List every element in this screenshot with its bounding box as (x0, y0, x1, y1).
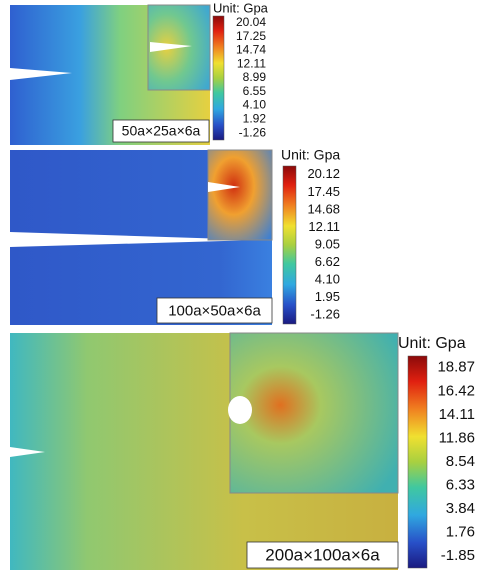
colorbar (283, 166, 296, 324)
colorbar (408, 356, 427, 568)
colorbar-tick: 6.55 (243, 84, 267, 98)
colorbar-tick: 17.45 (307, 184, 340, 199)
colorbar-tick: 14.68 (307, 201, 340, 216)
colorbar-tick: 17.25 (236, 29, 266, 43)
colorbar-tick: 18.87 (437, 359, 475, 376)
unit-label: Unit: Gpa (398, 335, 466, 352)
size-label: 50a×25a×6a (122, 123, 201, 139)
colorbar-tick: 6.33 (446, 477, 475, 494)
size-label: 100a×50a×6a (168, 302, 261, 319)
inset (208, 150, 272, 240)
colorbar-tick: 14.11 (439, 406, 475, 423)
colorbar-tick: 1.95 (315, 289, 340, 304)
colorbar-tick: 16.42 (437, 382, 475, 399)
unit-label: Unit: Gpa (281, 147, 340, 163)
colorbar-tick: 3.84 (446, 500, 475, 517)
size-label: 200a×100a×6a (265, 545, 380, 564)
void (228, 396, 252, 424)
colorbar-tick: 1.92 (243, 112, 267, 126)
colorbar-tick: 11.86 (439, 429, 475, 446)
colorbar-tick: 12.11 (237, 56, 266, 70)
colorbar-tick: 6.62 (315, 254, 340, 269)
colorbar-tick: 1.76 (446, 524, 475, 541)
colorbar-tick: 8.99 (243, 70, 267, 84)
colorbar-tick: -1.26 (310, 307, 340, 322)
colorbar-tick: 8.54 (446, 453, 475, 470)
colorbar-tick: 14.74 (236, 43, 266, 57)
colorbar-tick: 20.12 (307, 166, 340, 181)
colorbar-tick: 12.11 (308, 219, 340, 234)
unit-label: Unit: Gpa (213, 0, 269, 15)
colorbar-tick: 20.04 (236, 15, 266, 29)
colorbar-tick: 4.10 (243, 98, 267, 112)
colorbar (213, 16, 224, 140)
colorbar-tick: 4.10 (315, 272, 340, 287)
colorbar-tick: -1.26 (239, 125, 267, 139)
figure: Unit: Gpa20.0417.2514.7412.118.996.554.1… (0, 0, 488, 573)
colorbar-tick: 9.05 (315, 236, 340, 251)
inset (230, 333, 398, 493)
colorbar-tick: -1.85 (441, 547, 475, 564)
